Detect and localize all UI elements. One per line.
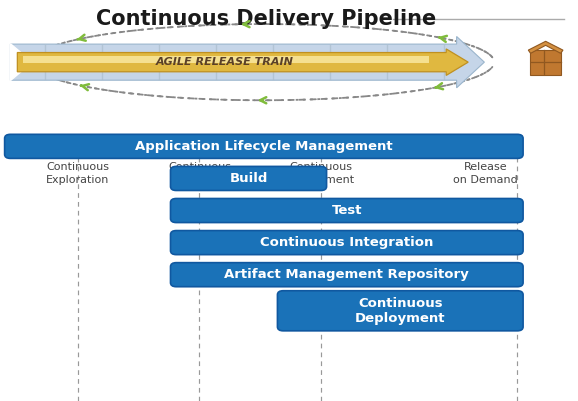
Polygon shape xyxy=(10,44,32,81)
FancyArrow shape xyxy=(23,56,429,63)
FancyBboxPatch shape xyxy=(171,198,523,223)
Text: Application Lifecycle Management: Application Lifecycle Management xyxy=(135,140,392,153)
Text: Continuous
Exploration: Continuous Exploration xyxy=(46,162,110,185)
FancyArrow shape xyxy=(10,36,484,88)
Text: Continuous
Deployment: Continuous Deployment xyxy=(355,297,446,325)
Text: Build: Build xyxy=(229,172,268,185)
Text: Continuous
Integration: Continuous Integration xyxy=(168,162,231,185)
FancyArrow shape xyxy=(17,49,468,75)
Text: Test: Test xyxy=(332,204,362,217)
FancyBboxPatch shape xyxy=(5,134,523,158)
FancyBboxPatch shape xyxy=(171,231,523,255)
Text: Continuous Delivery Pipeline: Continuous Delivery Pipeline xyxy=(96,9,436,29)
FancyBboxPatch shape xyxy=(171,166,327,190)
Text: Release
on Demand: Release on Demand xyxy=(453,162,518,185)
FancyBboxPatch shape xyxy=(277,291,523,331)
Text: Continuous
Deployment: Continuous Deployment xyxy=(287,162,355,185)
FancyBboxPatch shape xyxy=(530,50,561,75)
Polygon shape xyxy=(528,41,563,53)
Text: Artifact Management Repository: Artifact Management Repository xyxy=(224,268,469,281)
FancyBboxPatch shape xyxy=(171,263,523,287)
Text: Continuous Integration: Continuous Integration xyxy=(260,236,434,249)
Text: AGILE RELEASE TRAIN: AGILE RELEASE TRAIN xyxy=(156,57,294,67)
